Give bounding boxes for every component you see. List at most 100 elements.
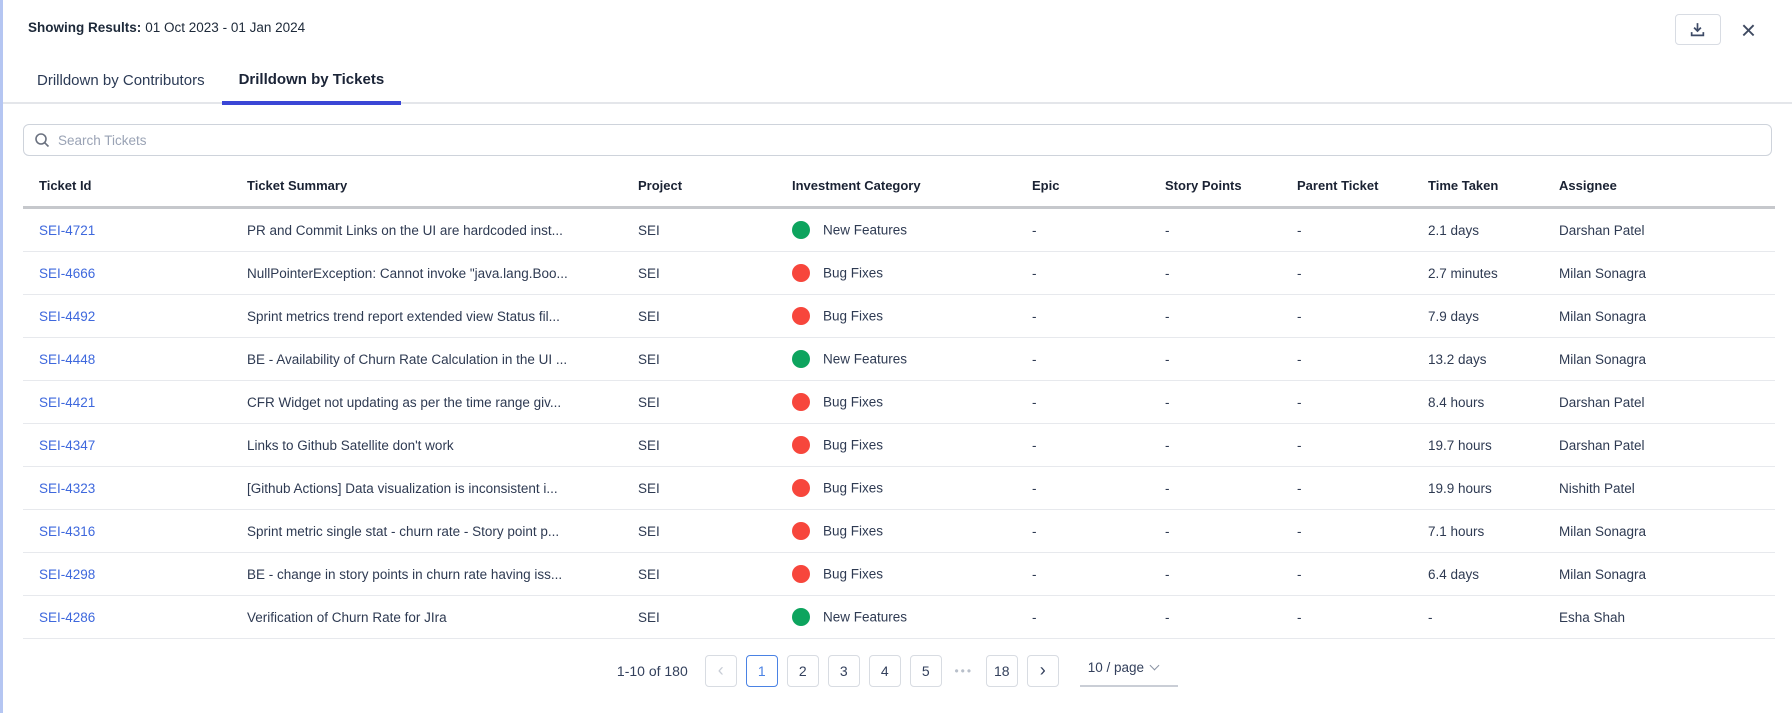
tickets-table: Ticket Id Ticket Summary Project Investment… <box>23 162 1775 639</box>
category-label: New Features <box>823 351 908 367</box>
assignee-cell: Nishith Patel <box>1543 466 1775 510</box>
investment-category-cell: Bug Fixes <box>776 380 1016 424</box>
ticket-id-link[interactable]: SEI-4286 <box>39 609 96 625</box>
search-input[interactable] <box>58 132 1761 148</box>
ticket-id-link[interactable]: SEI-4323 <box>39 480 96 496</box>
column-header-investment-category: Investment Category <box>776 162 1016 209</box>
pagination-page-button-last[interactable]: 18 <box>985 654 1018 687</box>
assignee-cell: Darshan Patel <box>1543 423 1775 467</box>
date-range: 01 Oct 2023 - 01 Jan 2024 <box>145 20 306 35</box>
assignee-cell: Esha Shah <box>1543 595 1775 639</box>
ticket-id-link[interactable]: SEI-4316 <box>39 523 96 539</box>
time-taken-cell: 2.1 days <box>1412 207 1543 252</box>
project-cell: SEI <box>622 466 776 510</box>
story-points-cell: - <box>1149 466 1281 510</box>
table-row: SEI-4492 Sprint metrics trend report exte… <box>23 294 1775 338</box>
ticket-id-cell: SEI-4298 <box>23 552 231 596</box>
category-label: Bug Fixes <box>823 394 884 410</box>
category-label: Bug Fixes <box>823 480 884 496</box>
story-points-cell: - <box>1149 552 1281 596</box>
ticket-id-cell: SEI-4666 <box>23 251 231 295</box>
investment-category-cell: Bug Fixes <box>776 423 1016 467</box>
table-row: SEI-4666 NullPointerException: Cannot inv… <box>23 251 1775 295</box>
table-row: SEI-4323 [Github Actions] Data visualizat… <box>23 466 1775 510</box>
parent-cell: - <box>1281 337 1412 381</box>
table-row: SEI-4421 CFR Widget not updating as per t… <box>23 380 1775 424</box>
summary-cell: PR and Commit Links on the UI are hardco… <box>231 207 622 252</box>
story-points-cell: - <box>1149 337 1281 381</box>
project-cell: SEI <box>622 552 776 596</box>
assignee-cell: Darshan Patel <box>1543 380 1775 424</box>
tab-drilldown-by-tickets[interactable]: Drilldown by Tickets <box>221 61 402 105</box>
story-points-cell: - <box>1149 251 1281 295</box>
table-row: SEI-4448 BE - Availability of Churn Rate … <box>23 337 1775 381</box>
project-cell: SEI <box>622 423 776 467</box>
pagination-page-button-4[interactable]: 4 <box>868 654 901 687</box>
summary-cell: [Github Actions] Data visualization is i… <box>231 466 622 510</box>
pagination-page-button-3[interactable]: 3 <box>827 654 860 687</box>
pagination-page-button-1[interactable]: 1 <box>745 654 778 687</box>
close-icon: × <box>1740 14 1756 45</box>
category-dot-icon <box>792 221 810 239</box>
page-size-select[interactable]: 10 / page <box>1079 654 1179 687</box>
pagination-ellipsis[interactable]: ••• <box>954 663 974 678</box>
column-header-project: Project <box>622 162 776 209</box>
epic-cell: - <box>1016 423 1149 467</box>
parent-cell: - <box>1281 380 1412 424</box>
parent-cell: - <box>1281 509 1412 553</box>
table-row: SEI-4286 Verification of Churn Rate for J… <box>23 595 1775 639</box>
ticket-id-cell: SEI-4492 <box>23 294 231 338</box>
assignee-cell: Milan Sonagra <box>1543 251 1775 295</box>
tab-drilldown-by-contributors[interactable]: Drilldown by Contributors <box>20 61 222 102</box>
category-label: Bug Fixes <box>823 308 884 324</box>
story-points-cell: - <box>1149 380 1281 424</box>
category-label: Bug Fixes <box>823 523 884 539</box>
story-points-cell: - <box>1149 423 1281 467</box>
assignee-cell: Milan Sonagra <box>1543 552 1775 596</box>
time-taken-cell: 19.7 hours <box>1412 423 1543 467</box>
story-points-cell: - <box>1149 509 1281 553</box>
investment-category-cell: Bug Fixes <box>776 509 1016 553</box>
ticket-id-link[interactable]: SEI-4421 <box>39 394 96 410</box>
ticket-id-link[interactable]: SEI-4347 <box>39 437 96 453</box>
investment-category-cell: New Features <box>776 337 1016 381</box>
investment-category-cell: Bug Fixes <box>776 466 1016 510</box>
epic-cell: - <box>1016 380 1149 424</box>
close-button[interactable]: × <box>1739 17 1758 43</box>
category-label: Bug Fixes <box>823 265 884 281</box>
chevron-right-icon: › <box>1039 659 1046 680</box>
investment-category-cell: New Features <box>776 595 1016 639</box>
parent-cell: - <box>1281 294 1412 338</box>
assignee-cell: Darshan Patel <box>1543 207 1775 252</box>
ticket-id-link[interactable]: SEI-4492 <box>39 308 96 324</box>
parent-cell: - <box>1281 552 1412 596</box>
category-label: New Features <box>823 222 908 238</box>
tab-bar: Drilldown by Contributors Drilldown by T… <box>3 61 1792 105</box>
epic-cell: - <box>1016 509 1149 553</box>
table-row: SEI-4721 PR and Commit Links on the UI ar… <box>23 207 1775 252</box>
ticket-id-link[interactable]: SEI-4448 <box>39 351 96 367</box>
time-taken-cell: 2.7 minutes <box>1412 251 1543 295</box>
download-button[interactable] <box>1674 14 1721 45</box>
ticket-id-link[interactable]: SEI-4666 <box>39 265 96 281</box>
summary-cell: Sprint metric single stat - churn rate -… <box>231 509 622 553</box>
pagination-page-button-2[interactable]: 2 <box>786 654 819 687</box>
table-row: SEI-4298 BE - change in story points in c… <box>23 552 1775 596</box>
summary-cell: Links to Github Satellite don't work <box>231 423 622 467</box>
parent-cell: - <box>1281 423 1412 467</box>
summary-cell: CFR Widget not updating as per the time … <box>231 380 622 424</box>
pagination-page-button-5[interactable]: 5 <box>909 654 942 687</box>
summary-cell: NullPointerException: Cannot invoke "jav… <box>231 251 622 295</box>
pagination-next-button[interactable]: › <box>1026 654 1059 687</box>
project-cell: SEI <box>622 509 776 553</box>
pagination-prev-button[interactable]: ‹ <box>704 654 737 687</box>
ticket-id-link[interactable]: SEI-4298 <box>39 566 96 582</box>
ticket-id-link[interactable]: SEI-4721 <box>39 222 96 238</box>
time-taken-cell: - <box>1412 595 1543 639</box>
project-cell: SEI <box>622 380 776 424</box>
parent-cell: - <box>1281 251 1412 295</box>
category-dot-icon <box>792 479 810 497</box>
project-cell: SEI <box>622 207 776 252</box>
